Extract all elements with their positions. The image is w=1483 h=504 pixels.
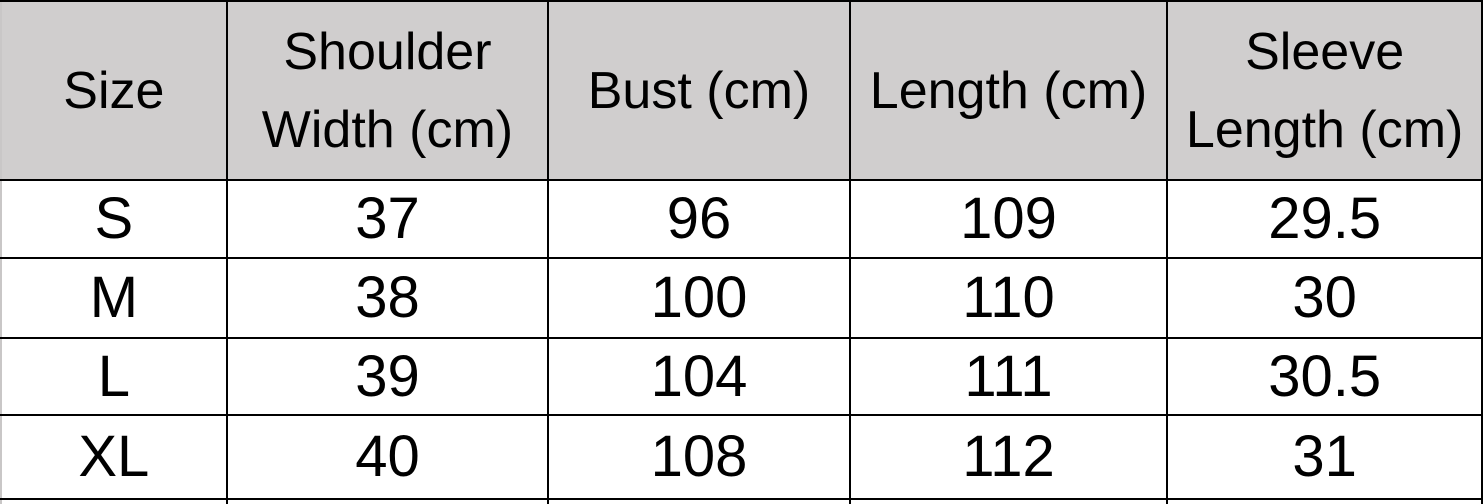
cell-bust: 100 — [547, 257, 851, 339]
cell-empty — [848, 498, 1169, 504]
cell-size: XL — [0, 414, 228, 500]
cell-empty — [1166, 498, 1483, 504]
cell-sleeve-length: 29.5 — [1166, 179, 1483, 259]
cell-size: M — [0, 257, 228, 339]
cell-shoulder-width: 39 — [225, 337, 550, 416]
table-row-s: S 37 96 109 29.5 — [0, 179, 1483, 259]
cell-size: S — [0, 179, 228, 259]
cell-length: 110 — [848, 257, 1169, 339]
cell-empty — [547, 498, 851, 504]
cell-bust: 108 — [547, 414, 851, 500]
table-row-xl: XL 40 108 112 31 — [0, 414, 1483, 500]
header-cell-length: Length (cm) — [848, 0, 1169, 181]
header-cell-bust: Bust (cm) — [547, 0, 851, 181]
cell-sleeve-length: 30 — [1166, 257, 1483, 339]
cell-sleeve-length: 31 — [1166, 414, 1483, 500]
cell-length: 112 — [848, 414, 1169, 500]
table-row-m: M 38 100 110 30 — [0, 257, 1483, 339]
header-cell-size: Size — [0, 0, 228, 181]
cell-shoulder-width: 38 — [225, 257, 550, 339]
cell-sleeve-length: 30.5 — [1166, 337, 1483, 416]
cell-length: 109 — [848, 179, 1169, 259]
cell-bust: 96 — [547, 179, 851, 259]
header-cell-sleeve-length: Sleeve Length (cm) — [1166, 0, 1483, 181]
cell-size: L — [0, 337, 228, 416]
header-row: Size Shoulder Width (cm) Bust (cm) Lengt… — [0, 0, 1483, 181]
header-cell-shoulder-width: Shoulder Width (cm) — [225, 0, 550, 181]
table-row-l: L 39 104 111 30.5 — [0, 337, 1483, 416]
cell-shoulder-width: 37 — [225, 179, 550, 259]
cell-empty — [225, 498, 550, 504]
cell-empty — [0, 498, 228, 504]
cell-shoulder-width: 40 — [225, 414, 550, 500]
cell-length: 111 — [848, 337, 1169, 416]
cell-bust: 104 — [547, 337, 851, 416]
table-row-cutoff — [0, 498, 1483, 504]
